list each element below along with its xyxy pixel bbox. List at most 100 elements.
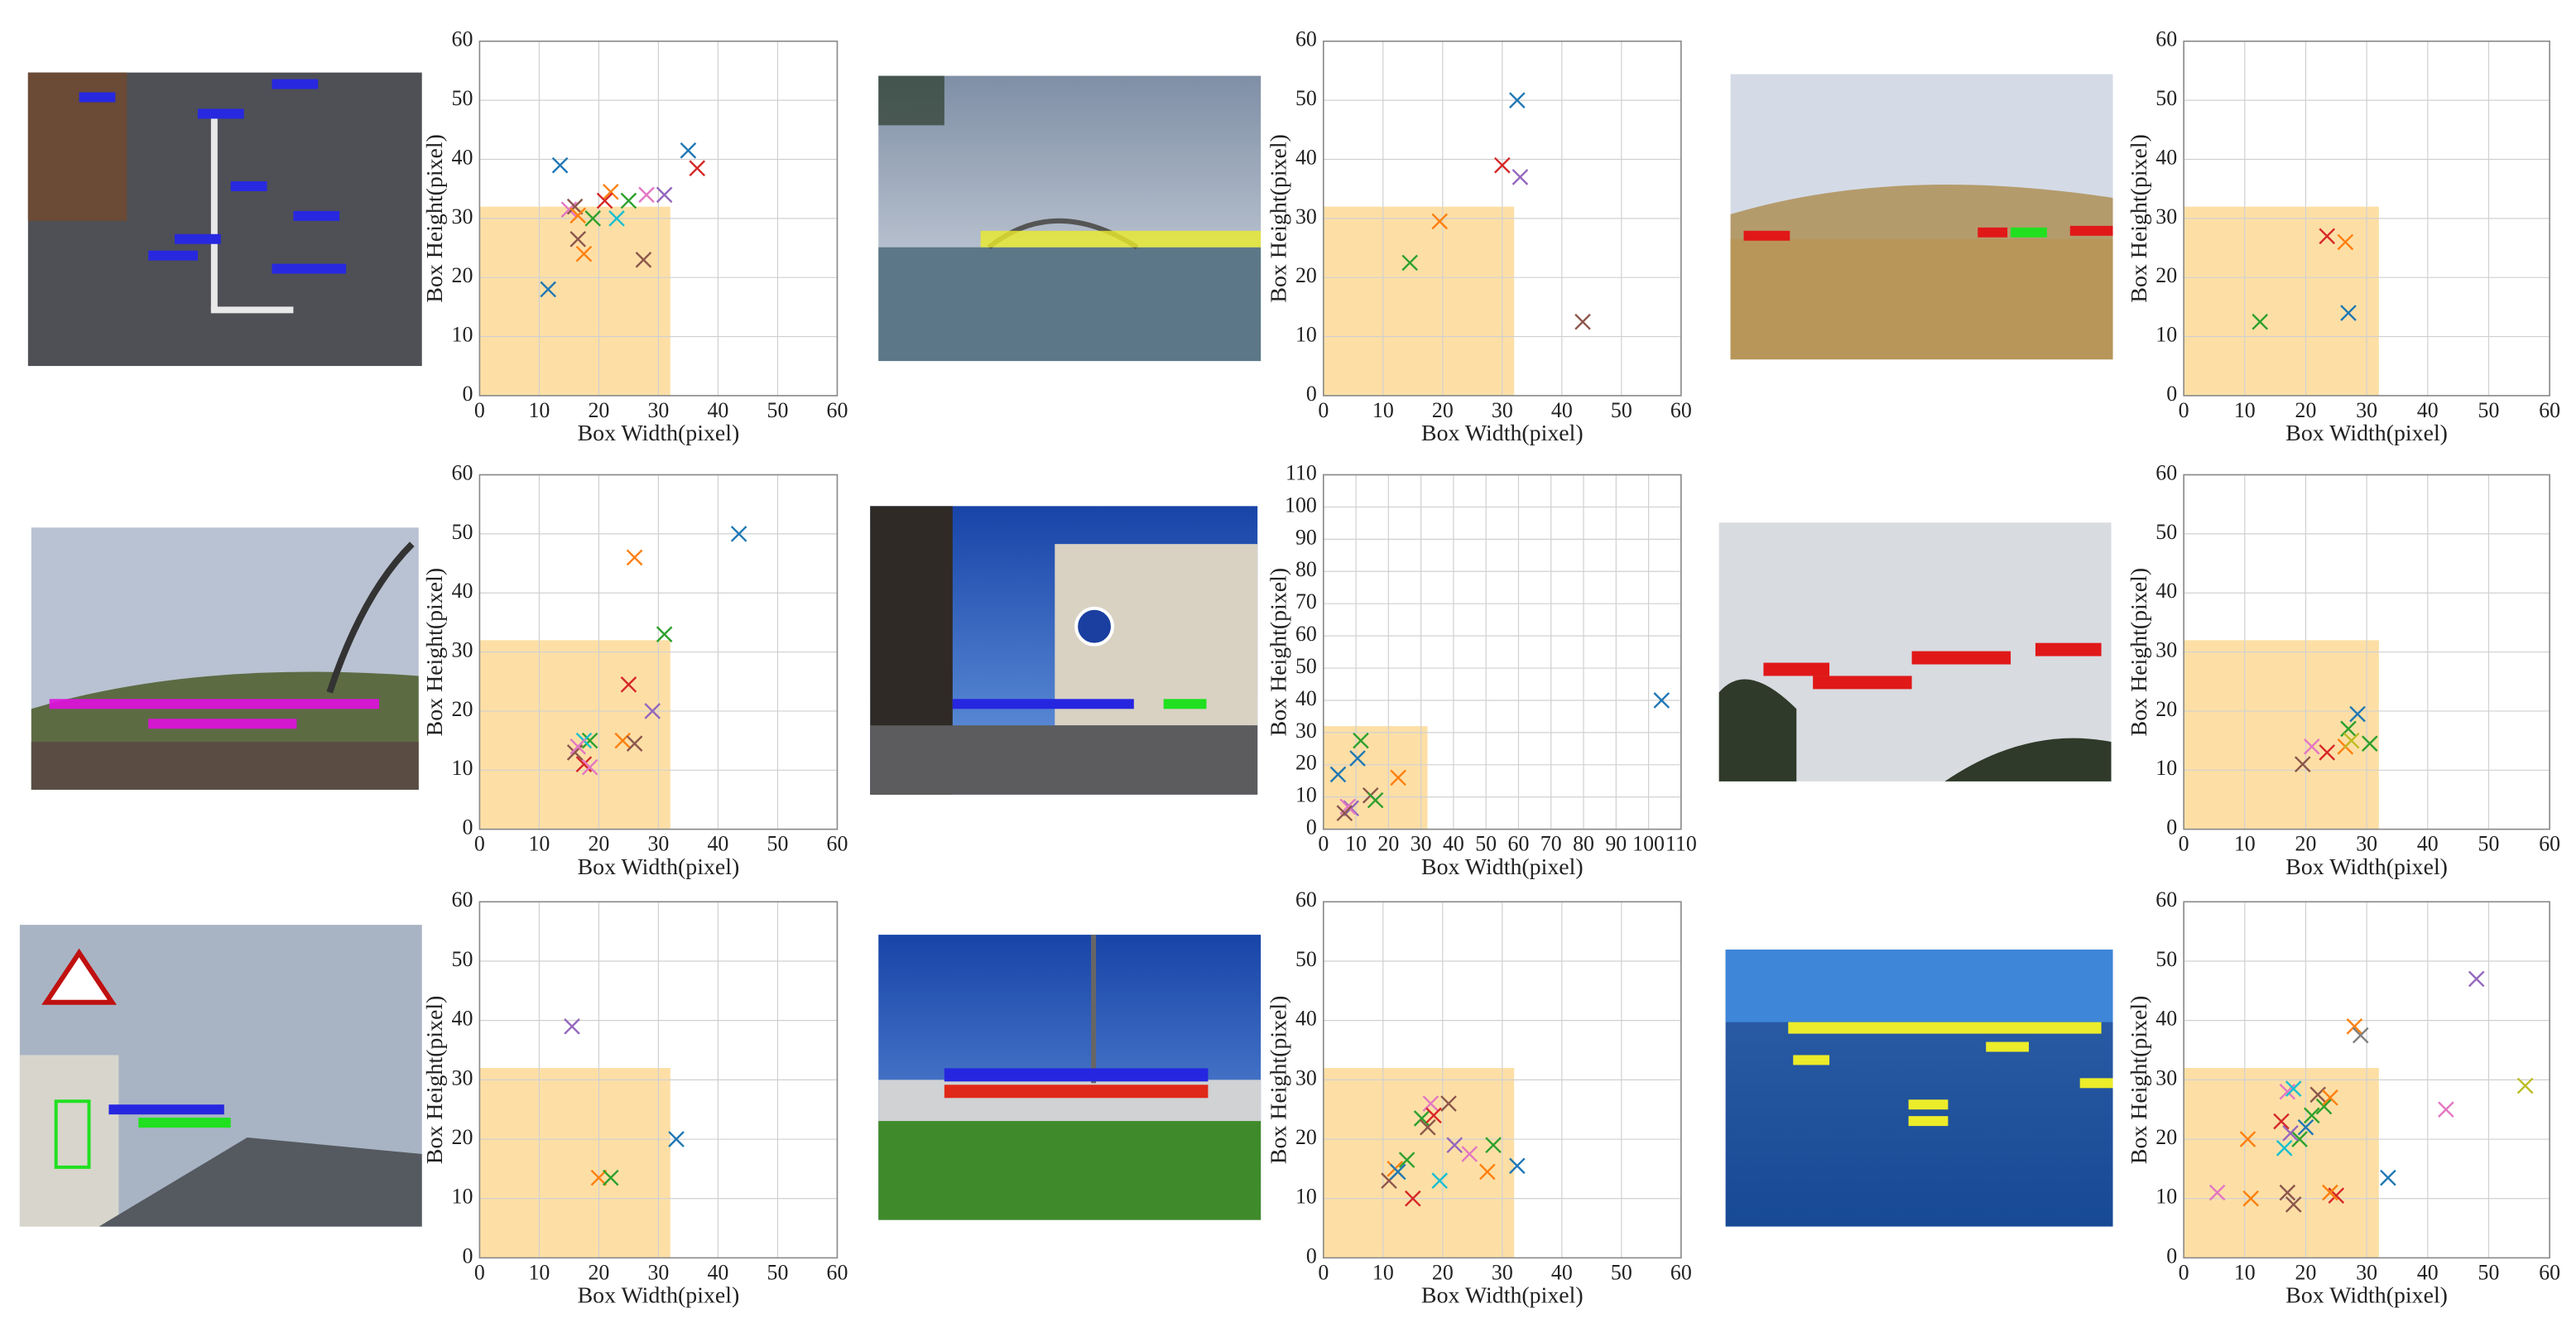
marker: [1485, 1137, 1502, 1154]
scatter-plot: 0 10 20 30 40 50 60 0 10 20 30 40 50 60 Box Width(pixe…: [422, 27, 848, 446]
x-tick-label: 20: [2295, 832, 2317, 856]
y-tick-label: 20: [2155, 697, 2177, 721]
marker: [1446, 1137, 1463, 1154]
marker: [2239, 1131, 2256, 1147]
scatter-plot: 0 10 20 30 40 50 60 70 80 90 100 110010203040506070…: [1266, 460, 1696, 879]
marker: [540, 281, 557, 298]
y-axis-label: Box Height(pixel): [1266, 996, 1291, 1165]
marker: [2285, 1196, 2302, 1213]
marker: [2319, 744, 2336, 761]
marker: [1440, 1095, 1457, 1112]
x-tick-label: 50: [767, 398, 789, 422]
y-tick-label: 10: [2155, 323, 2177, 347]
marker: [2340, 720, 2357, 738]
x-tick-label: 70: [1540, 832, 1562, 856]
y-tick-label: 20: [452, 1125, 473, 1149]
photo-desert: [1730, 74, 2113, 360]
marker: [730, 526, 747, 542]
size-region: [2184, 640, 2379, 830]
plot-frame: [478, 901, 839, 1259]
x-tick-label: 0: [474, 398, 485, 422]
marker: [2294, 756, 2311, 772]
y-tick-label: 40: [2155, 579, 2177, 603]
x-tick-label: 50: [2478, 398, 2500, 422]
marker: [2242, 1190, 2259, 1207]
x-tick-label: 60: [827, 832, 848, 856]
x-tick-label: 20: [1432, 1260, 1454, 1284]
marker: [1431, 1172, 1449, 1190]
x-tick-label: 20: [1377, 832, 1399, 856]
y-tick-label: 40: [452, 145, 473, 169]
y-tick-label: 0: [462, 1243, 473, 1267]
size-region: [1323, 206, 1515, 396]
y-tick-label: 50: [1295, 654, 1317, 678]
photo-street: [870, 506, 1258, 795]
marker: [603, 1169, 619, 1186]
marker: [1390, 769, 1406, 786]
y-axis-label: Box Height(pixel): [2127, 134, 2152, 303]
y-tick-label: 40: [1295, 145, 1317, 169]
y-tick-label: 10: [452, 323, 473, 347]
photo-road: [19, 925, 422, 1227]
marker: [2252, 313, 2269, 330]
y-tick-label: 30: [2155, 204, 2177, 228]
x-tick-label: 20: [2295, 398, 2317, 422]
x-tick-label: 60: [827, 1260, 848, 1284]
x-tick-label: 60: [2539, 832, 2560, 856]
x-tick-label: 0: [2179, 1260, 2189, 1284]
y-tick-label: 0: [2166, 1243, 2177, 1267]
marker: [581, 758, 598, 776]
scatter-plot: 0 10 20 30 40 50 60 0 10 20 30 40 50 60 Box Width(pixe…: [422, 887, 848, 1308]
y-tick-label: 100: [1285, 493, 1317, 517]
size-region: [479, 1068, 670, 1258]
x-tick-label: 50: [1475, 832, 1497, 856]
y-tick-label: 30: [1295, 719, 1317, 743]
y-tick-label: 50: [2155, 947, 2177, 971]
marker: [2380, 1169, 2396, 1186]
x-tick-label: 10: [528, 832, 550, 856]
y-tick-label: 60: [1295, 622, 1317, 646]
marker: [570, 207, 587, 224]
y-tick-label: 40: [2155, 1007, 2177, 1031]
x-tick-label: 80: [1573, 832, 1594, 856]
x-tick-label: 30: [2356, 398, 2377, 422]
x-axis-label: Box Width(pixel): [1421, 854, 1584, 880]
x-tick-label: 50: [1611, 1260, 1632, 1284]
y-tick-label: 60: [1295, 887, 1317, 911]
marker: [638, 186, 655, 204]
plot-frame: [2183, 901, 2550, 1259]
x-tick-label: 20: [588, 832, 609, 856]
marker: [1653, 692, 1670, 709]
scatter-plot: 0 10 20 30 40 50 60 0 10 20 30 40 50 60 Box Width(pixe…: [2127, 27, 2560, 446]
x-tick-label: 30: [1492, 398, 1513, 422]
marker: [2304, 1107, 2320, 1124]
photo-cyclists: [878, 935, 1262, 1220]
size-region: [2184, 206, 2379, 396]
x-axis-label: Box Width(pixel): [578, 1283, 740, 1309]
x-tick-label: 30: [1492, 1260, 1513, 1284]
x-tick-label: 90: [1605, 832, 1627, 856]
y-tick-label: 20: [452, 697, 473, 721]
marker: [1574, 313, 1591, 330]
x-tick-label: 20: [588, 398, 609, 422]
marker: [551, 156, 569, 174]
marker: [1398, 1152, 1415, 1168]
marker: [680, 142, 697, 159]
y-tick-label: 50: [452, 520, 473, 544]
x-axis-label: Box Width(pixel): [1421, 421, 1584, 446]
y-tick-label: 10: [1295, 323, 1317, 347]
y-tick-label: 0: [1306, 815, 1317, 839]
y-tick-label: 20: [1295, 1125, 1317, 1149]
x-tick-label: 40: [2417, 832, 2439, 856]
y-tick-label: 50: [1295, 947, 1317, 971]
x-tick-label: 30: [647, 832, 669, 856]
y-tick-label: 40: [452, 579, 473, 603]
x-tick-label: 40: [707, 1260, 728, 1284]
marker: [596, 192, 613, 209]
y-tick-label: 20: [1295, 751, 1317, 775]
y-tick-label: 30: [452, 204, 473, 228]
x-tick-label: 60: [2539, 398, 2560, 422]
x-tick-label: 20: [2295, 1260, 2317, 1284]
y-tick-label: 10: [2155, 1185, 2177, 1209]
